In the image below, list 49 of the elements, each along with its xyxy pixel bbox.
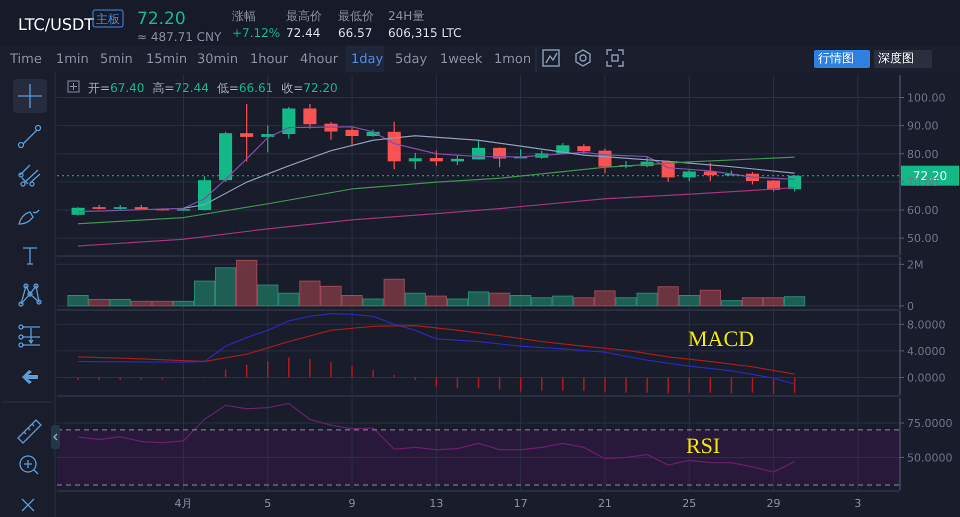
x-tick-label: 21 xyxy=(598,497,612,510)
text: 1week xyxy=(440,52,483,67)
y-tick-label: 75.0000 xyxy=(907,416,952,430)
text: 深度图 xyxy=(878,51,914,65)
text: 开=67.40 高=72.44 低=66.61 收=72.20 xyxy=(88,81,338,95)
x-tick-label: 9 xyxy=(348,497,356,510)
text: 1day xyxy=(351,52,384,67)
y-tick-label: 0 xyxy=(907,300,914,313)
y-tick-label: 50.0000 xyxy=(907,451,952,464)
text: +7.12% xyxy=(232,26,280,40)
text: Time xyxy=(9,52,42,67)
x-tick-label: 3 xyxy=(854,497,862,510)
y-tick-label: 90.00 xyxy=(907,120,938,133)
text: ≈ 487.71 CNY xyxy=(137,30,222,44)
x-tick-label: 4月 xyxy=(174,497,192,510)
text: 606,315 LTC xyxy=(388,26,462,40)
text: LTC/USDT xyxy=(18,15,94,34)
y-tick-label: 2M xyxy=(907,258,924,272)
text: 72.20 xyxy=(137,9,186,29)
y-tick-label: 50.00 xyxy=(907,232,938,246)
x-tick-label: 25 xyxy=(682,497,696,510)
text: 1mon xyxy=(494,52,532,67)
text: 1min xyxy=(56,52,89,67)
y-tick-label: 4.0000 xyxy=(907,344,946,358)
text: 15min xyxy=(146,52,188,67)
x-tick-label: 5 xyxy=(264,497,272,510)
text: 最低价 xyxy=(338,9,374,23)
y-tick-label: 100.00 xyxy=(907,92,946,104)
y-tick-label: 60.00 xyxy=(907,204,938,217)
text: 1hour xyxy=(250,52,289,67)
x-tick-label: 29 xyxy=(766,497,781,510)
text: 66.57 xyxy=(338,26,372,40)
text: 4hour xyxy=(300,52,339,67)
text: 行情图 xyxy=(818,51,854,65)
y-tick-label: 8.0000 xyxy=(907,318,946,332)
x-tick-label: 13 xyxy=(429,497,444,510)
annotation: RSI xyxy=(686,433,720,458)
x-tick-label: 17 xyxy=(514,497,528,510)
text: 最高价 xyxy=(286,9,322,23)
text: 72.44 xyxy=(286,26,320,40)
y-tick-label: 0.0000 xyxy=(907,371,946,384)
text: 5day xyxy=(395,52,428,67)
y-tick-label: 80.00 xyxy=(907,148,938,161)
text: 30min xyxy=(197,52,238,67)
text: 涨幅 xyxy=(232,9,256,23)
text: 5min xyxy=(100,52,133,67)
text: 24H量 xyxy=(388,9,424,23)
annotation: MACD xyxy=(688,326,754,351)
text: 主板 xyxy=(96,12,120,26)
